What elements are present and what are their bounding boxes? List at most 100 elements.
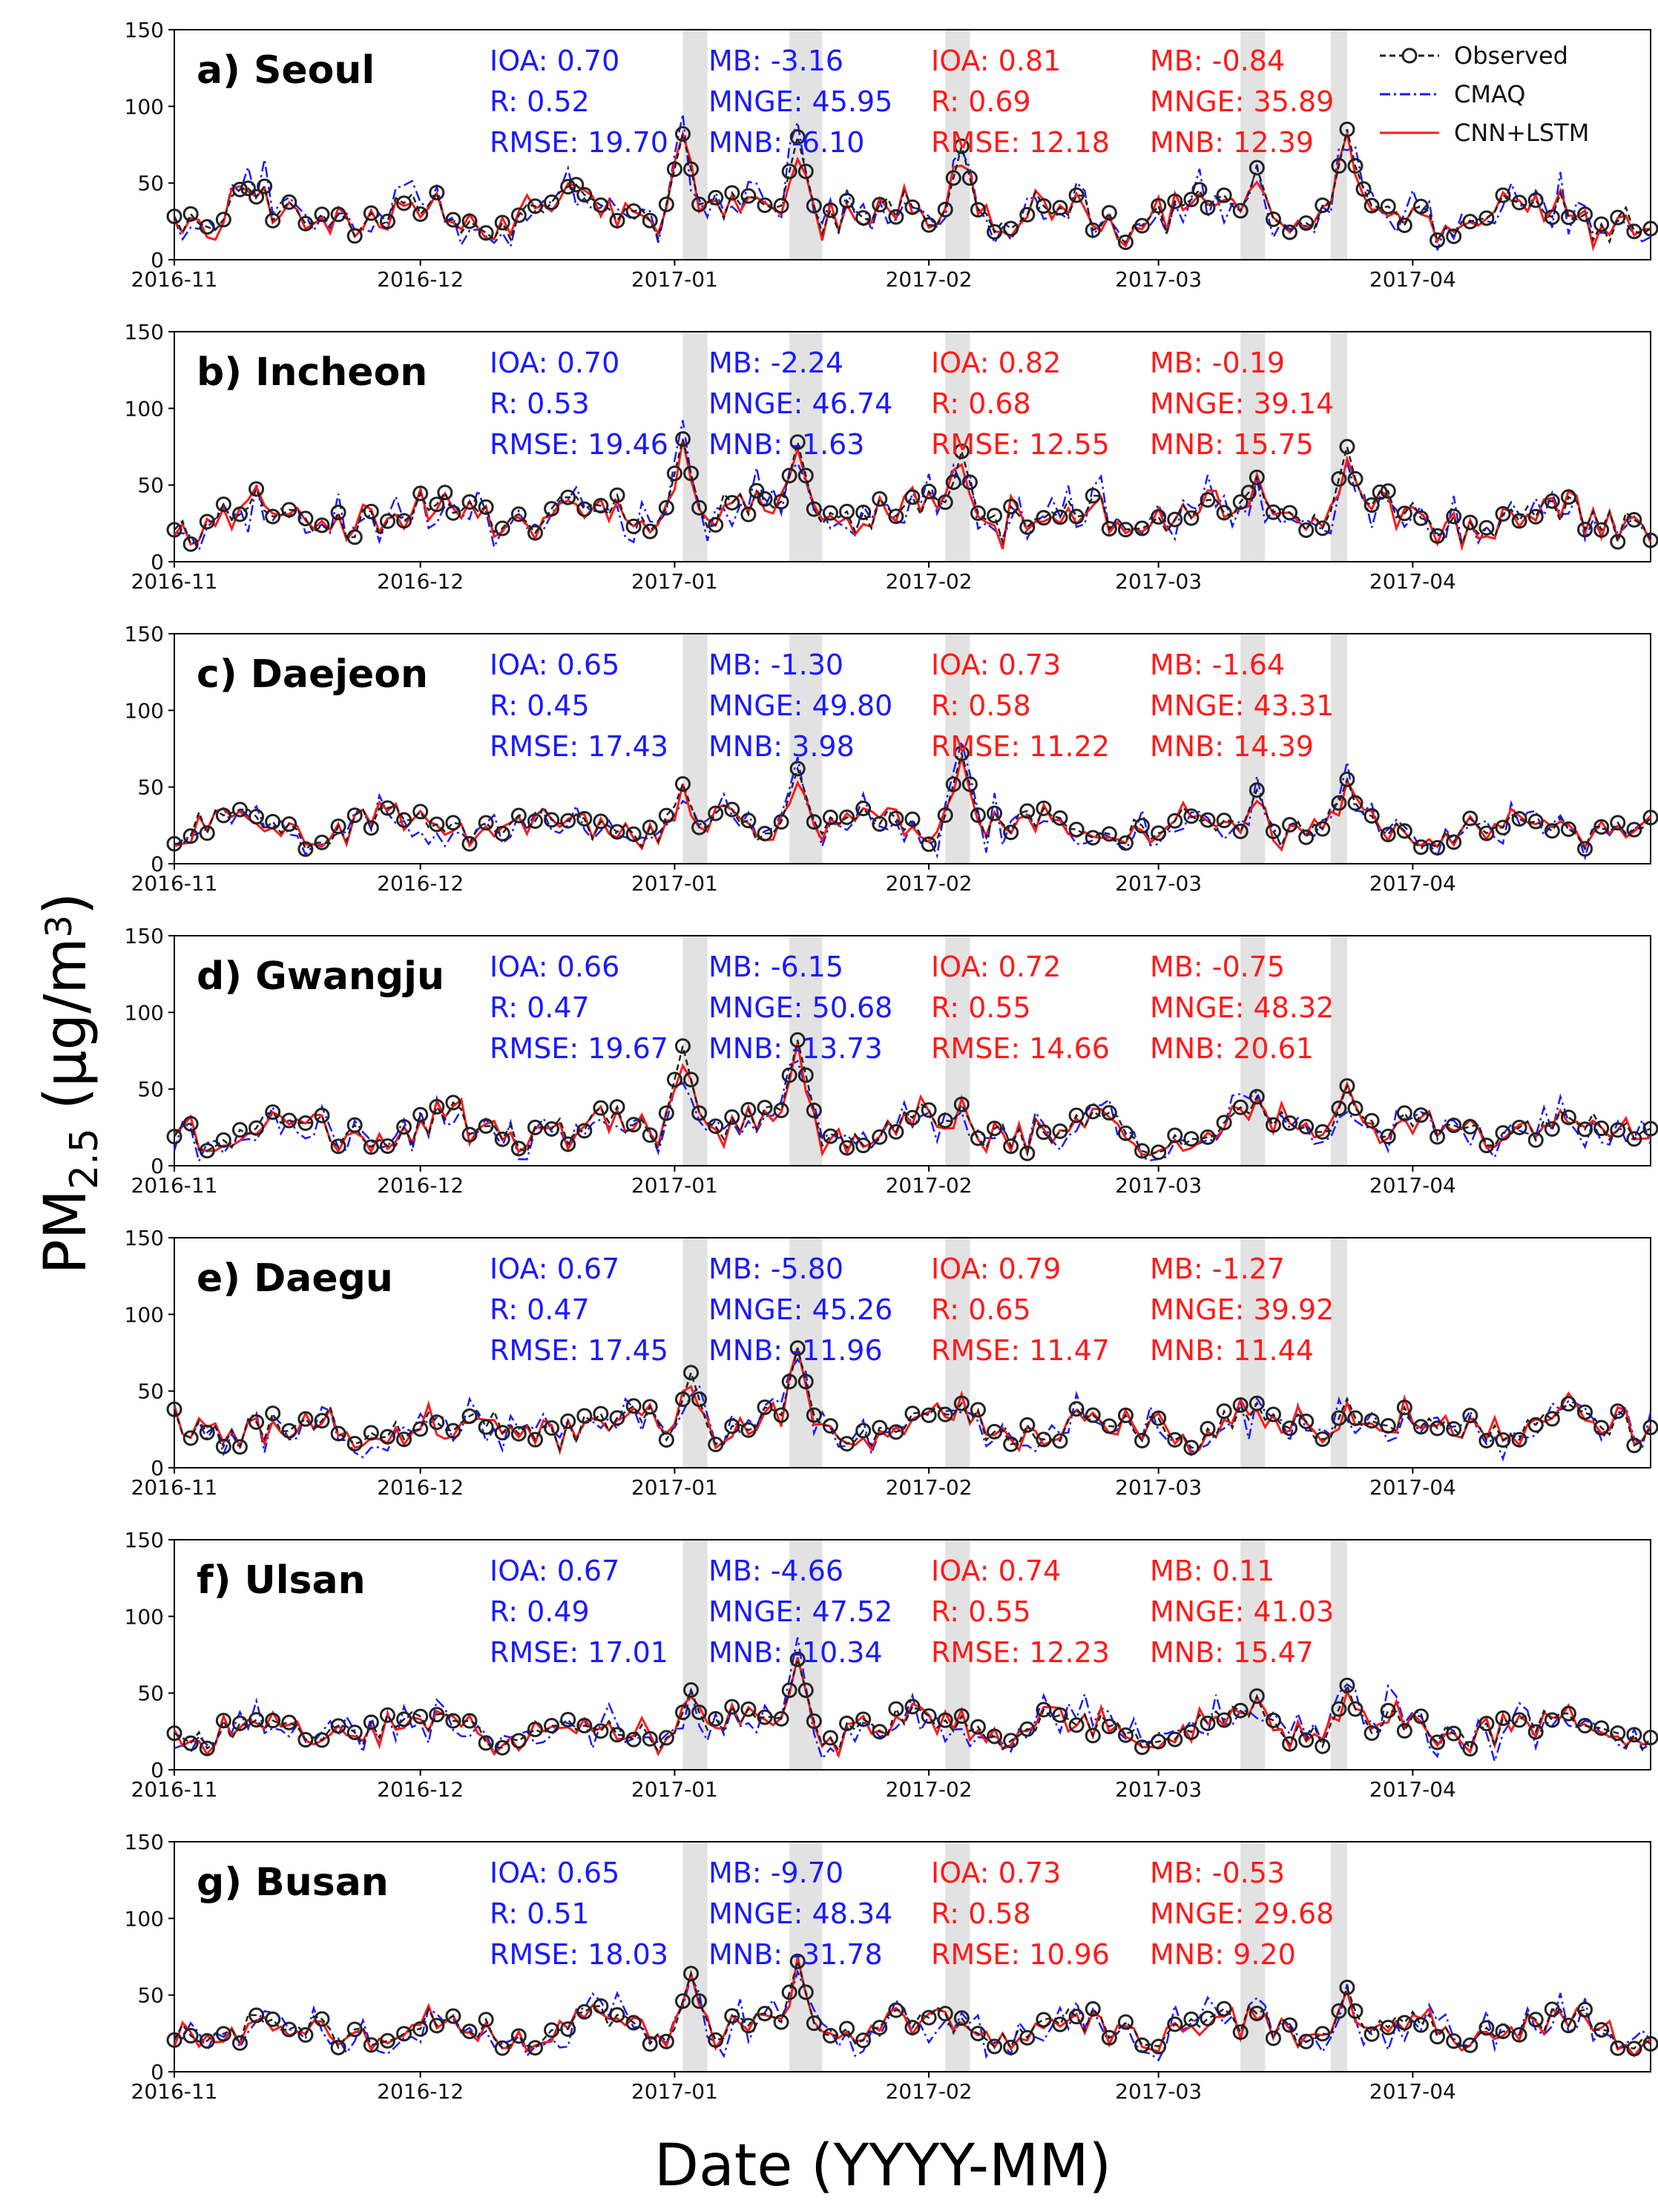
observed-point [1019,803,1036,819]
observed-point [576,501,593,517]
observed-point [265,1104,281,1120]
observed-point [215,807,231,824]
panel-2: 0 50 100 150 2016-11 2016-12 2017-01 2017-02 201… [125,320,1658,594]
series-line-cmaq [173,1357,1652,1462]
observed-point [1544,1411,1560,1427]
observed-point [708,1710,724,1727]
observed-point [822,2027,838,2044]
observed-point [1347,1100,1363,1117]
observed-point [1560,2018,1576,2034]
observed-point [1134,1432,1151,1448]
observed-point [1216,1115,1232,1131]
series-line-observed [173,1040,1651,1157]
observed-point [1610,209,1626,226]
stat-cnn-lstm: RMSE: 11.47 [931,1334,1110,1367]
observed-point [330,818,346,835]
observed-point [281,2021,297,2038]
observed-point [609,1099,625,1115]
observed-point [1560,1109,1576,1126]
observed-point [215,1132,231,1148]
observed-point [1412,2017,1429,2033]
observed-point [330,206,346,223]
observed-point [1412,198,1429,214]
observed-point [1380,2019,1396,2035]
observed-point [314,1413,330,1429]
observed-point [182,828,199,844]
observed-point [1593,2022,1610,2038]
observed-point [666,161,682,177]
observed-point [953,138,970,154]
observed-point [1298,215,1315,232]
y-tick-label: 150 [125,1226,164,1250]
observed-point [1200,200,1216,216]
observed-point [781,1984,797,2001]
series-line-cmaq [173,1060,1652,1164]
observed-point [797,1067,814,1083]
observed-point [1134,818,1151,834]
series-line-cnn-lstm [174,756,1652,852]
stat-cmaq: MNGE: 47.52 [708,1595,892,1628]
stat-cnn-lstm: R: 0.58 [931,1897,1031,1930]
observed-point [691,819,708,836]
highlight-band [1240,30,1266,260]
observed-point [363,1425,379,1441]
observed-point [1298,1732,1315,1748]
observed-point [1134,520,1151,536]
observed-point [215,496,231,513]
observed-point [1363,197,1380,214]
observed-point [257,178,273,194]
observed-point [445,2008,461,2024]
observed-point [297,1411,314,1427]
x-tick-label: 2017-03 [1115,1777,1202,1802]
stat-cmaq: IOA: 0.70 [490,45,619,77]
observed-point [724,185,740,201]
observed-point [1101,1105,1117,1121]
observed-point [987,1120,1003,1137]
observed-point [625,2015,642,2031]
stat-cmaq: R: 0.45 [490,689,590,722]
series-line-cmaq [173,114,1651,251]
observed-point [1396,1723,1412,1739]
observed-point [494,1131,510,1147]
observed-point [461,1408,478,1425]
observed-point [789,761,806,777]
stat-cmaq: MB: -6.15 [708,951,843,983]
observed-point [674,1391,691,1408]
stat-cnn-lstm: IOA: 0.81 [931,45,1061,77]
x-tick-label: 2017-04 [1369,1777,1456,1802]
x-tick-label: 2016-12 [377,267,464,292]
stat-cnn-lstm: MNB: 20.61 [1150,1032,1314,1065]
observed-point [593,813,609,830]
stat-cnn-lstm: MNGE: 48.32 [1150,991,1334,1024]
observed-point [937,1712,953,1728]
y-tick-label: 100 [125,396,164,421]
observed-point [839,1140,855,1156]
observed-point [822,1128,838,1144]
observed-point [1003,1436,1019,1452]
series-line-observed [174,1655,1652,1753]
observed-point [215,2026,231,2042]
observed-point [1577,2001,1593,2018]
observed-point [1412,839,1429,856]
observed-point [297,1115,314,1132]
x-tick-label: 2017-02 [886,1777,973,1802]
observed-point [921,1102,937,1118]
stat-cmaq: IOA: 0.70 [490,347,619,379]
observed-point [1315,2026,1331,2042]
observed-point [1019,1721,1036,1737]
observed-point [1200,1715,1216,1731]
observed-point [231,1439,248,1455]
observed-point [1446,834,1462,850]
observed-point [1003,220,1019,237]
observed-point [297,511,314,527]
x-tick-label: 2016-12 [377,1475,464,1500]
panel-title: d) Gwangju [197,954,444,999]
observed-point [1626,821,1642,838]
stat-cnn-lstm: MNB: 12.39 [1150,126,1314,159]
observed-point [1511,1431,1527,1448]
observed-point [740,188,757,204]
observed-point [806,501,822,517]
observed-point [1085,1103,1101,1120]
observed-point [510,1141,527,1157]
x-tick-label: 2017-03 [1115,267,1202,292]
